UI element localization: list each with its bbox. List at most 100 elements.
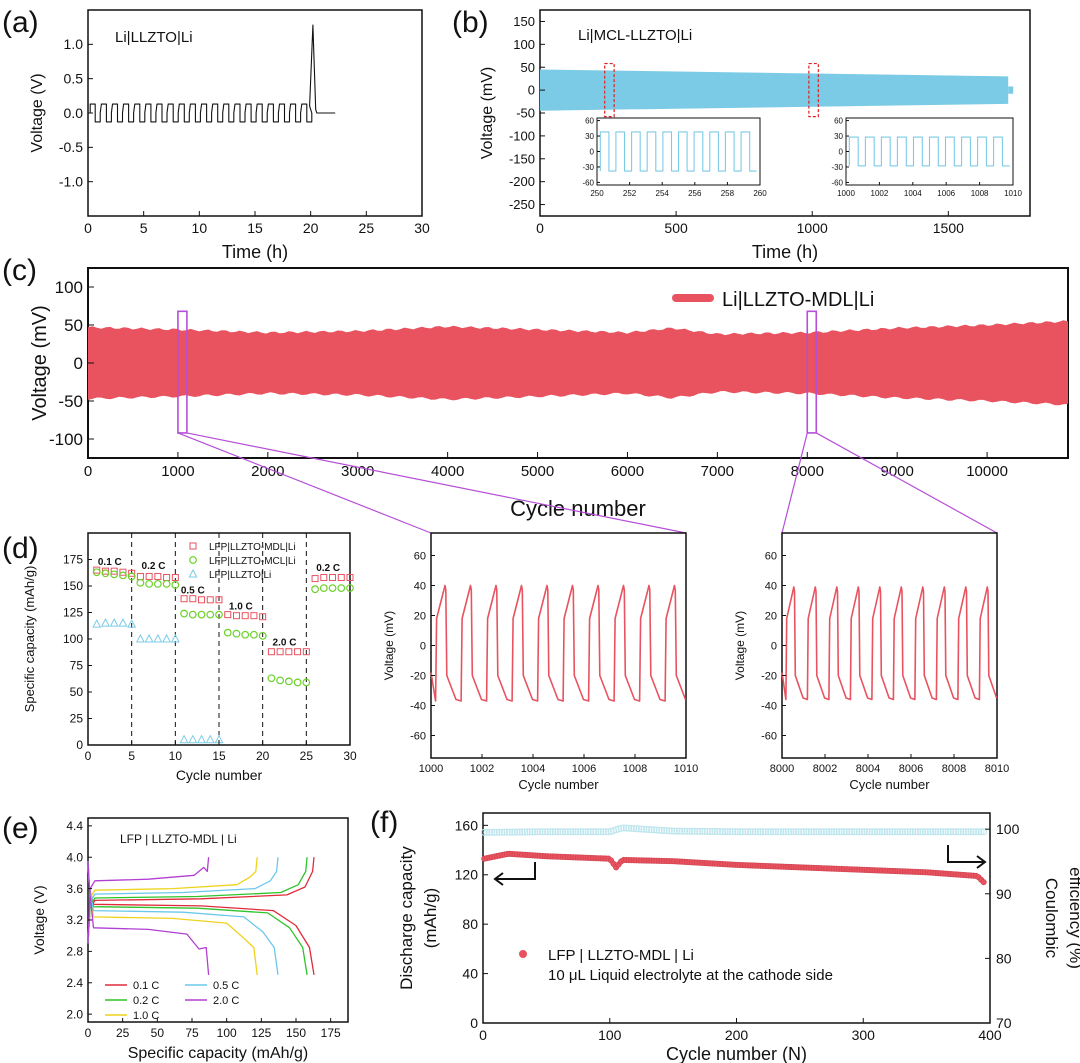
data-point bbox=[909, 828, 917, 836]
y-tick-label: 4.4 bbox=[66, 819, 83, 833]
panel-label: (c) bbox=[2, 254, 37, 287]
data-point bbox=[293, 678, 302, 687]
data-point bbox=[508, 828, 516, 836]
data-point bbox=[135, 633, 145, 643]
x-tick-label: 25 bbox=[359, 220, 375, 236]
x-tick-label: 1000 bbox=[419, 763, 443, 775]
x-tick-label: 100 bbox=[217, 1026, 237, 1040]
data-point bbox=[777, 828, 785, 836]
x-tick-label: 25 bbox=[116, 1026, 130, 1040]
y-tick-label: 60 bbox=[585, 117, 594, 126]
panel-b-inset2: 1000 1002 1004 1006 1008 1010 -60 -30 0 30 60 bbox=[831, 117, 1022, 198]
data-point bbox=[622, 824, 630, 832]
data-point bbox=[866, 828, 874, 836]
data-point bbox=[708, 827, 716, 835]
data-point bbox=[311, 575, 319, 583]
x-tick-label: 5 bbox=[140, 220, 148, 236]
data-point bbox=[320, 574, 328, 582]
data-point bbox=[706, 827, 714, 835]
data-point bbox=[171, 581, 180, 589]
data-point bbox=[855, 828, 863, 836]
data-point bbox=[779, 828, 787, 836]
y-tick-label: 150 bbox=[513, 14, 535, 29]
data-point bbox=[959, 828, 967, 836]
data-point bbox=[528, 828, 536, 836]
data-point bbox=[797, 828, 805, 836]
data-point bbox=[232, 629, 241, 638]
data-point bbox=[711, 828, 719, 836]
x-tick-label: 1010 bbox=[674, 763, 698, 775]
x-tick-label: 500 bbox=[664, 220, 688, 236]
data-point bbox=[929, 828, 937, 836]
x-tick-label: 4000 bbox=[431, 463, 464, 480]
data-point bbox=[579, 828, 587, 836]
y-tick-label: 60 bbox=[414, 550, 426, 562]
data-point bbox=[764, 828, 772, 836]
data-point bbox=[574, 828, 582, 836]
data-point bbox=[749, 828, 757, 836]
left-axis-arrow bbox=[493, 862, 536, 886]
data-point bbox=[693, 827, 701, 835]
data-point bbox=[145, 579, 154, 588]
legend-label: 0.1 C bbox=[133, 980, 159, 992]
annotation: Li|MCL-LLZTO|Li bbox=[578, 27, 692, 44]
data-point bbox=[957, 828, 965, 836]
panel-a: 0 5 10 15 20 25 30 -1.0 -0.5 0.0 0.5 1.0 Time (h) Vol… bbox=[29, 9, 430, 262]
data-point bbox=[784, 828, 792, 836]
data-point bbox=[267, 648, 275, 656]
data-point bbox=[886, 828, 894, 836]
legend-marker bbox=[519, 950, 527, 958]
data-point bbox=[110, 567, 118, 575]
x-axis-label: Cycle number bbox=[176, 767, 263, 783]
y-tick-label: 0 bbox=[528, 83, 535, 98]
y2-tick-label: 100 bbox=[996, 821, 1020, 837]
data-point bbox=[206, 610, 215, 619]
charge-curve bbox=[87, 857, 210, 944]
x-tick-label: 1008 bbox=[623, 763, 647, 775]
data-point bbox=[145, 572, 153, 580]
data-point bbox=[947, 828, 955, 836]
x-tick-label: 0 bbox=[84, 463, 92, 480]
data-point bbox=[891, 828, 899, 836]
y-tick-label: 30 bbox=[834, 132, 843, 141]
legend-marker bbox=[189, 556, 197, 564]
data-point bbox=[153, 579, 162, 588]
legend-label: LFP|LLZTO|Li bbox=[209, 570, 271, 581]
data-point bbox=[681, 827, 689, 835]
data-point bbox=[170, 633, 180, 643]
data-point bbox=[658, 826, 666, 834]
data-point bbox=[627, 824, 635, 832]
y-tick-label: 2.8 bbox=[66, 945, 83, 959]
x-tick-label: 20 bbox=[303, 220, 319, 236]
x-tick-label: 100 bbox=[598, 1027, 622, 1043]
data-point bbox=[620, 824, 628, 832]
data-point bbox=[559, 828, 567, 836]
data-point bbox=[101, 569, 110, 578]
y-tick-label: -30 bbox=[582, 163, 594, 172]
data-point bbox=[675, 827, 683, 835]
data-point bbox=[899, 828, 907, 836]
rate-label: 0.1 C bbox=[98, 557, 122, 568]
y-tick-label: -60 bbox=[410, 730, 426, 742]
data-point bbox=[163, 574, 171, 582]
plot-frame bbox=[482, 812, 991, 1024]
legend-label: 2.0 C bbox=[213, 995, 239, 1007]
data-point bbox=[258, 631, 267, 640]
data-point bbox=[944, 828, 952, 836]
x-tick-label: 8006 bbox=[899, 763, 923, 775]
data-point bbox=[546, 828, 554, 836]
data-point bbox=[696, 827, 704, 835]
data-point bbox=[688, 827, 696, 835]
y-tick-label: -60 bbox=[761, 730, 777, 742]
data-point bbox=[154, 572, 162, 580]
data-point bbox=[975, 828, 983, 836]
data-point bbox=[729, 828, 737, 836]
data-point bbox=[858, 828, 866, 836]
data-point bbox=[604, 828, 612, 836]
y-tick-label: 80 bbox=[462, 916, 478, 932]
y-tick-label: -60 bbox=[582, 178, 594, 187]
x-tick-label: 8004 bbox=[856, 763, 880, 775]
data-point bbox=[931, 828, 939, 836]
x-tick-label: 260 bbox=[753, 189, 767, 198]
data-point bbox=[127, 619, 137, 628]
